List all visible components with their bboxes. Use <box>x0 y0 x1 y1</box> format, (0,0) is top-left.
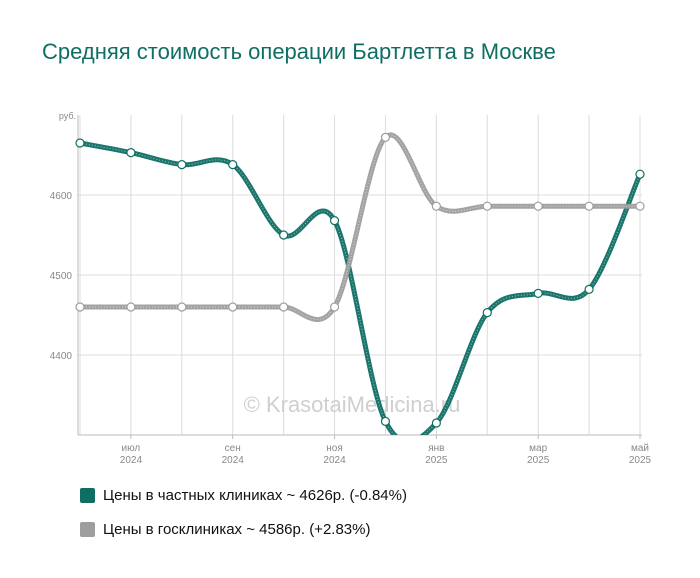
data-point-public <box>177 302 187 312</box>
data-point-private <box>177 160 187 170</box>
y-axis-unit: руб. <box>59 111 76 121</box>
x-tick-label-year: 2024 <box>323 455 346 466</box>
x-tick-label-month: ноя <box>326 443 343 454</box>
data-point-private <box>126 148 136 158</box>
y-tick-label: 4600 <box>50 191 73 202</box>
data-point-private <box>329 216 340 226</box>
data-point-public <box>329 302 340 312</box>
y-tick-label: 4400 <box>50 351 73 362</box>
legend-swatch-public <box>80 521 95 537</box>
x-tick-label-month: сен <box>225 443 241 454</box>
data-point-public <box>482 201 492 211</box>
legend-item-public[interactable]: Цены в госклиниках ~ 4586р. (+2.83%) <box>80 519 370 539</box>
data-point-private <box>228 160 238 170</box>
data-point-private <box>279 230 289 240</box>
data-point-private <box>380 416 391 426</box>
data-point-public <box>126 302 136 312</box>
watermark: © KrasotaiMedicina.ru <box>244 392 461 417</box>
x-tick-label-year: 2025 <box>425 455 448 466</box>
series-line-texture-private <box>79 142 641 435</box>
x-tick-label-month: июл <box>122 443 141 454</box>
data-point-private <box>635 169 645 179</box>
data-point-public <box>228 302 238 312</box>
chart-title: Средняя стоимость операции Бартлетта в М… <box>42 39 556 64</box>
data-point-private <box>75 138 85 148</box>
data-point-private <box>584 284 594 294</box>
data-point-public <box>584 201 594 211</box>
data-point-public <box>635 201 645 211</box>
legend-swatch-private <box>80 487 95 503</box>
legend-item-private[interactable]: Цены в частных клиниках ~ 4626р. (-0.84%… <box>80 485 407 505</box>
x-tick-label-year: 2025 <box>629 455 652 466</box>
data-point-public <box>431 201 441 211</box>
x-tick-label-month: мар <box>529 443 547 454</box>
data-point-public <box>533 201 543 211</box>
legend-label-private: Цены в частных клиниках ~ 4626р. (-0.84%… <box>103 486 407 504</box>
y-tick-label: 4500 <box>50 271 73 282</box>
data-point-public <box>380 132 391 142</box>
data-point-private <box>533 288 543 298</box>
x-tick-label-year: 2025 <box>527 455 550 466</box>
x-tick-label-month: май <box>631 443 649 454</box>
legend-label-public: Цены в госклиниках ~ 4586р. (+2.83%) <box>103 520 371 538</box>
x-tick-label-month: янв <box>428 443 444 454</box>
data-point-public <box>75 302 85 312</box>
data-point-public <box>279 302 289 312</box>
data-point-private <box>431 418 441 428</box>
x-tick-label-year: 2024 <box>222 455 245 466</box>
data-point-private <box>482 308 492 318</box>
x-tick-label-year: 2024 <box>120 455 143 466</box>
